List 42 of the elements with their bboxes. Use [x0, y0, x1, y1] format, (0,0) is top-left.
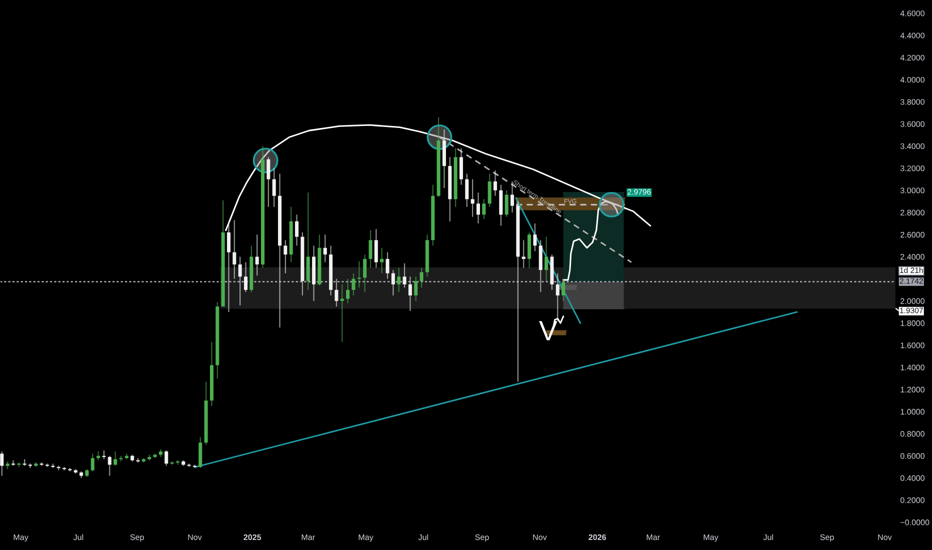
y-tick-label: 4.6000 [900, 10, 924, 16]
x-tick-label: Jul [418, 534, 428, 540]
y-tick-label: 3.4000 [900, 143, 924, 150]
y-tick-label: 0.2000 [900, 497, 924, 504]
y-tick-label: 0.4000 [900, 475, 924, 481]
y-tick-label: 2.0000 [900, 298, 924, 304]
y-tick-label: 4.2000 [900, 54, 924, 61]
y-tick-label: 2.4000 [900, 254, 924, 260]
y-tick-label: 3.2000 [900, 165, 924, 172]
y-tick-label: −0.0000 [900, 520, 930, 526]
x-tick-label: Jul [73, 534, 84, 540]
y-tick-label: 2.8000 [900, 210, 924, 216]
x-tick-label: Sep [130, 534, 144, 542]
y-tick-label: 3.8000 [900, 99, 924, 105]
x-tick-label: May [14, 534, 28, 542]
y-tick-label: 1.4000 [900, 364, 924, 370]
candlestick [96, 450, 100, 461]
x-tick-label: 2026 [588, 534, 606, 540]
y-tick-label: 4.4000 [900, 32, 924, 38]
point [598, 192, 624, 218]
x-tick-label: Nov [878, 534, 892, 540]
x-tick-label: Nov [533, 534, 547, 540]
y-tick-label: 0.8000 [900, 431, 924, 437]
y-tick-label: 2.6000 [900, 232, 924, 238]
y-tick-label: 3.0000 [900, 188, 924, 194]
y-tick-label: 3.6000 [900, 121, 924, 127]
x-tick-label: 2025 [244, 534, 262, 540]
x-tick-label: Sep [820, 534, 834, 542]
x-tick-label: Jul [763, 534, 774, 540]
y-tick-label: 0.6000 [900, 453, 924, 459]
y-tick-label: 1.8000 [900, 320, 924, 326]
x-tick-label: May [704, 534, 718, 542]
x-tick-label: Mar [646, 534, 660, 540]
x-tick-label: May [358, 534, 374, 542]
y-tick-label: 1.0000 [900, 408, 924, 415]
x-tick-label: Mar [302, 534, 315, 540]
x-tick-label: Nov [188, 534, 202, 540]
y-tick-label: 1.6000 [900, 342, 924, 348]
x-tick-label: Sep [475, 534, 489, 542]
candlestick [28, 463, 32, 469]
y-tick-label: 4.0000 [900, 76, 924, 83]
y-tick-label: 1.2000 [900, 386, 924, 392]
